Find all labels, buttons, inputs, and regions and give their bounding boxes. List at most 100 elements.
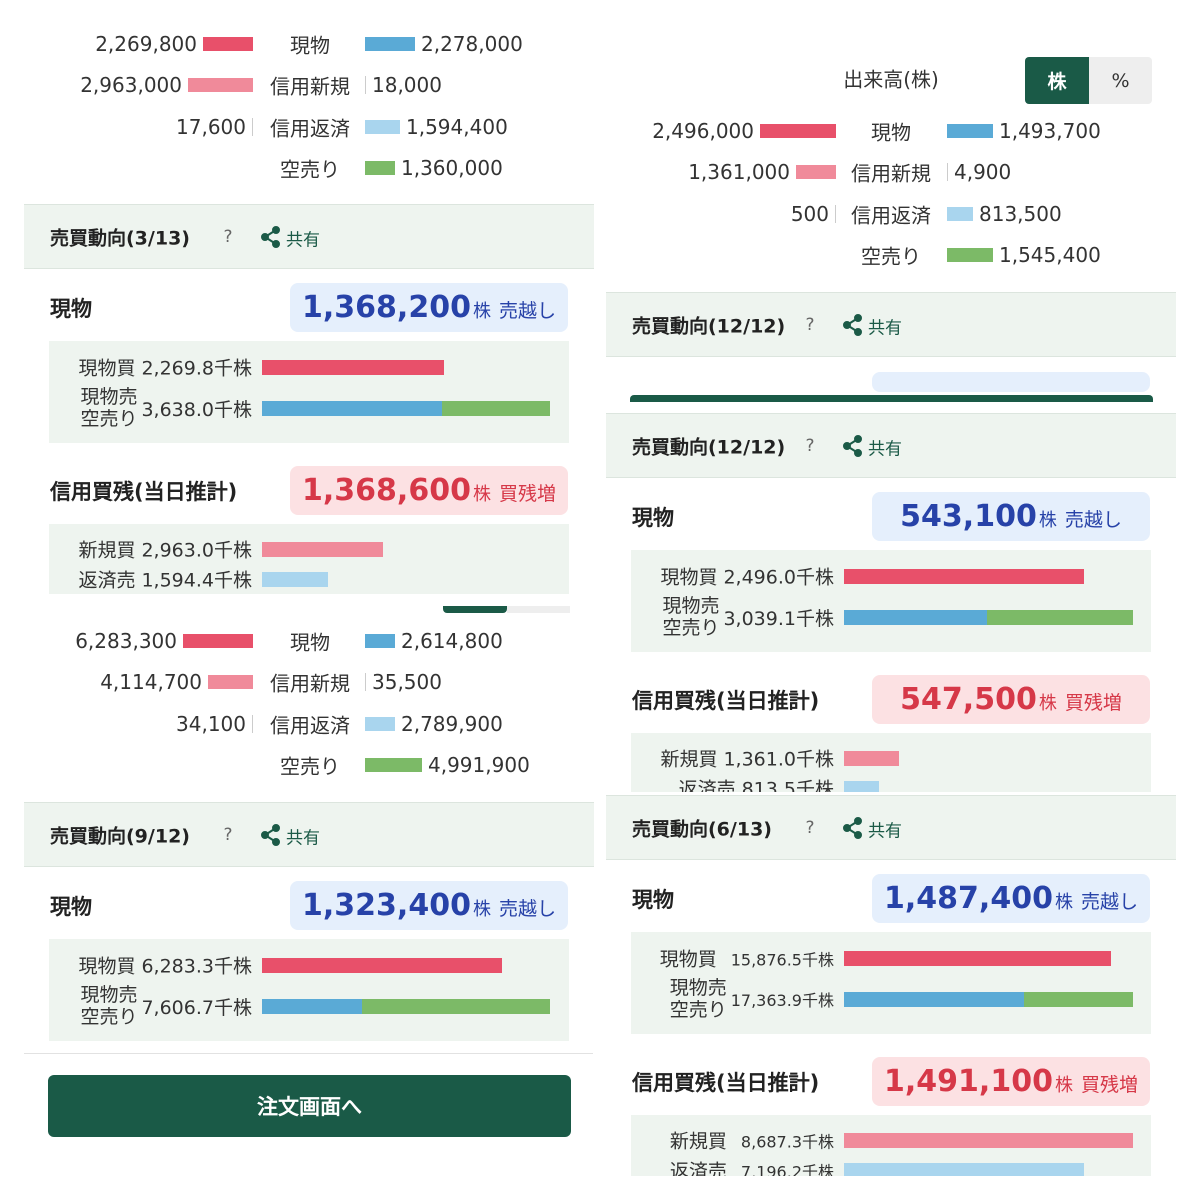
flow-label: 空売り — [861, 244, 921, 269]
section-title: 売買動向(12/12) — [632, 436, 786, 459]
share-icon[interactable] — [842, 817, 864, 839]
share-icon[interactable] — [260, 226, 282, 248]
flow-label: 現物 — [290, 33, 330, 58]
net-value: 1,368,600 — [302, 473, 471, 508]
detail-label-line: 現物売 — [669, 977, 727, 999]
sell-bar — [365, 673, 366, 692]
detail-value: 8,687.3千株 — [740, 1132, 834, 1151]
value-pill: 1,323,400 株売越し — [290, 881, 568, 930]
toggle-option[interactable]: % — [1089, 57, 1152, 104]
detail-label-line: 空売り — [662, 617, 720, 639]
buy-volume: 4,114,700 — [100, 670, 202, 695]
flow-label: 現物 — [290, 630, 330, 655]
sell-bar — [947, 247, 993, 262]
status: 買残増 — [1080, 1074, 1138, 1096]
share-label[interactable]: 共有 — [286, 230, 320, 251]
share-label[interactable]: 共有 — [868, 821, 902, 842]
detail-value: 2,269.8千株 — [141, 357, 252, 380]
flow-label: 空売り — [280, 754, 340, 779]
detail-bar — [262, 542, 383, 557]
tab-track — [507, 606, 570, 613]
sell-volume: 813,500 — [979, 201, 1062, 226]
value-pill: 1,491,100 株買残増 — [872, 1057, 1150, 1106]
detail-value: 1,361.0千株 — [723, 748, 834, 771]
sell-volume: 2,789,900 — [401, 711, 503, 736]
help-button[interactable]: ? — [805, 315, 815, 335]
share-label[interactable]: 共有 — [286, 828, 320, 849]
buy-volume: 34,100 — [176, 711, 246, 736]
flow-label: 信用返済 — [270, 713, 350, 738]
value-pill: 1,368,200 株売越し — [290, 283, 568, 332]
detail-row: 現物売 空売り 3,638.0千株 — [80, 386, 252, 430]
sell-bar — [365, 119, 400, 134]
share-label[interactable]: 共有 — [868, 439, 902, 460]
buy-bar — [203, 37, 253, 51]
section-title: 売買動向(9/12) — [50, 825, 190, 848]
unit: 株 — [1038, 693, 1057, 714]
sell-bar — [365, 160, 395, 175]
status: 売越し — [1080, 891, 1138, 913]
detail-bar — [987, 610, 1133, 625]
net-value: 547,500 — [900, 682, 1037, 717]
buy-bar — [796, 165, 836, 180]
flow-label: 現物 — [871, 120, 911, 145]
status: 売越し — [498, 898, 556, 920]
order-button[interactable]: 注文画面へ — [48, 1075, 571, 1137]
help-button[interactable]: ? — [223, 825, 233, 845]
share-icon[interactable] — [260, 824, 282, 846]
detail-value: 7,606.7千株 — [141, 996, 252, 1019]
panel: 売買動向(9/12)? 共有 現物 1,323,400 株売越し 現物買 6,283.3千株… — [0, 802, 600, 1052]
help-button[interactable]: ? — [805, 818, 815, 838]
detail-bar — [844, 951, 1111, 966]
panel: 売買動向(12/12)? 共有 — [600, 292, 1200, 412]
toggle-option[interactable]: 株 — [1025, 57, 1089, 104]
detail-row: 新規買 2,963.0千株 — [78, 536, 252, 563]
net-value: 1,323,400 — [302, 888, 471, 923]
sell-bar — [365, 757, 422, 772]
unit: 株 — [1054, 892, 1073, 913]
value-pill: 1,368,600 株買残増 — [290, 466, 568, 515]
detail-label: 現物買 — [659, 948, 717, 971]
buy-bar — [183, 634, 253, 648]
help-button[interactable]: ? — [805, 436, 815, 456]
cash-label: 現物 — [50, 895, 92, 919]
unit: 株 — [472, 301, 491, 322]
net-value: 1,487,400 — [884, 881, 1053, 916]
share-label[interactable]: 共有 — [868, 318, 902, 339]
sell-bar — [947, 163, 948, 182]
detail-label-line: 現物売 — [662, 595, 720, 617]
detail-label: 返済売 — [78, 569, 136, 592]
detail-value: 15,876.5千株 — [730, 950, 834, 969]
flow-label: 信用返済 — [851, 203, 931, 228]
detail-bar — [262, 958, 502, 973]
share-icon[interactable] — [842, 314, 864, 336]
sell-volume: 2,278,000 — [421, 32, 523, 56]
sell-bar — [365, 37, 415, 51]
detail-value: 813.5千株 — [741, 778, 834, 793]
detail-row: 返済売 7,196.2千株 — [670, 1157, 834, 1177]
detail-bar — [844, 781, 879, 792]
detail-row: 現物売 空売り 3,039.1千株 — [662, 595, 834, 639]
status: 買残増 — [1064, 692, 1122, 714]
share-icon[interactable] — [842, 435, 864, 457]
detail-box — [631, 932, 1151, 1034]
buy-bar — [208, 675, 253, 690]
net-value: 1,491,100 — [884, 1064, 1053, 1099]
detail-label: 現物買 — [78, 357, 136, 380]
buy-volume: 2,963,000 — [80, 73, 182, 98]
detail-value: 3,039.1千株 — [723, 607, 834, 630]
flow-label: 信用新規 — [851, 161, 931, 186]
cash-label: 現物 — [632, 506, 674, 530]
buy-volume: 500 — [790, 201, 829, 226]
unit: 株 — [472, 484, 491, 505]
sell-bar — [947, 124, 993, 138]
sell-volume: 1,493,700 — [999, 119, 1101, 143]
sell-volume: 35,500 — [372, 670, 442, 695]
detail-label: 返済売 — [678, 778, 736, 793]
detail-bar — [1024, 992, 1133, 1007]
help-button[interactable]: ? — [223, 227, 233, 247]
unit-toggle: 株% — [1025, 57, 1152, 104]
detail-row: 現物売 空売り 17,363.9千株 — [670, 977, 834, 1021]
flow-label: 信用新規 — [270, 671, 350, 696]
